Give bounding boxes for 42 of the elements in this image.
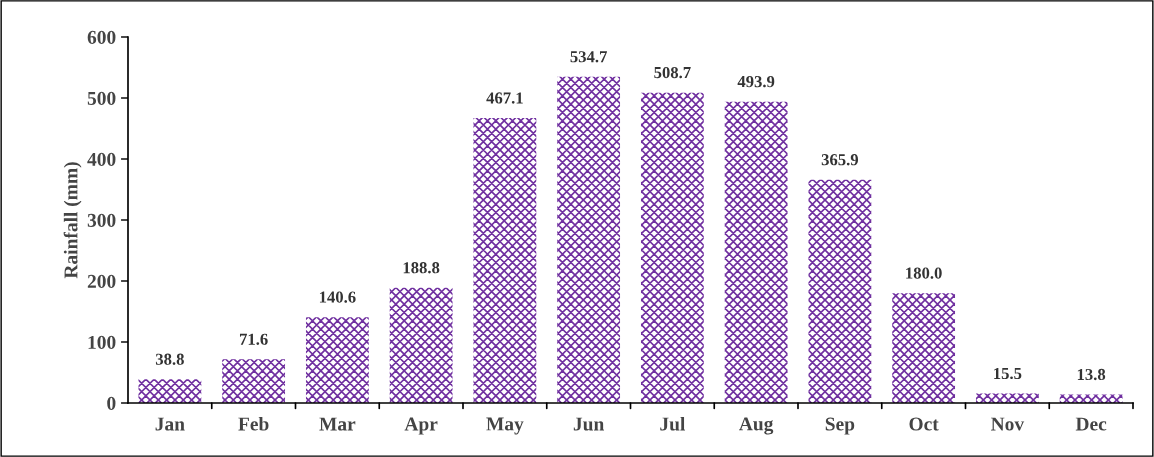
y-axis-title: Rainfall (mm) [63,162,82,279]
data-label: 13.8 [1077,368,1106,381]
y-tick-label: 100 [88,335,116,349]
x-tick-label: Jun [573,417,605,431]
bar [473,118,537,403]
x-tick-label: Dec [1075,417,1107,431]
data-label: 467.1 [486,92,523,104]
bar [808,179,872,403]
y-tick-label: 300 [87,213,116,227]
bar [640,92,704,403]
data-label: 188.8 [403,262,440,274]
data-label: 140.6 [319,291,356,303]
x-tick-label: Sep [825,417,855,435]
x-tick-label: Feb [238,416,269,431]
bar [138,379,202,403]
x-tick-label: Jan [155,417,185,431]
data-label: 180.0 [906,267,942,279]
bar [724,101,788,403]
bar [892,293,956,403]
x-tick-label: Mar [319,417,356,431]
bar [557,76,621,403]
x-tick-label: Jul [660,416,686,431]
bar [305,317,369,403]
data-label: 365.9 [821,154,859,166]
bar [222,359,286,403]
x-tick-label: Apr [404,417,438,435]
x-tick-label: Oct [909,417,939,431]
data-label: 508.7 [654,66,691,79]
y-tick-label: 500 [87,91,116,105]
data-label: 534.7 [570,51,607,63]
x-tick-label: Aug [739,417,774,435]
data-label: 493.9 [737,76,775,88]
data-label: 15.5 [994,367,1022,380]
y-tick-label: 0 [107,396,116,410]
x-tick-label: Nov [991,417,1025,431]
x-tick-label: May [486,417,524,435]
y-tick-label: 600 [87,30,116,44]
data-label: 71.6 [239,333,268,345]
y-tick-label: 200 [87,274,116,288]
bar [389,287,453,403]
data-label: 38.8 [155,353,184,365]
y-tick-label: 400 [87,152,116,166]
